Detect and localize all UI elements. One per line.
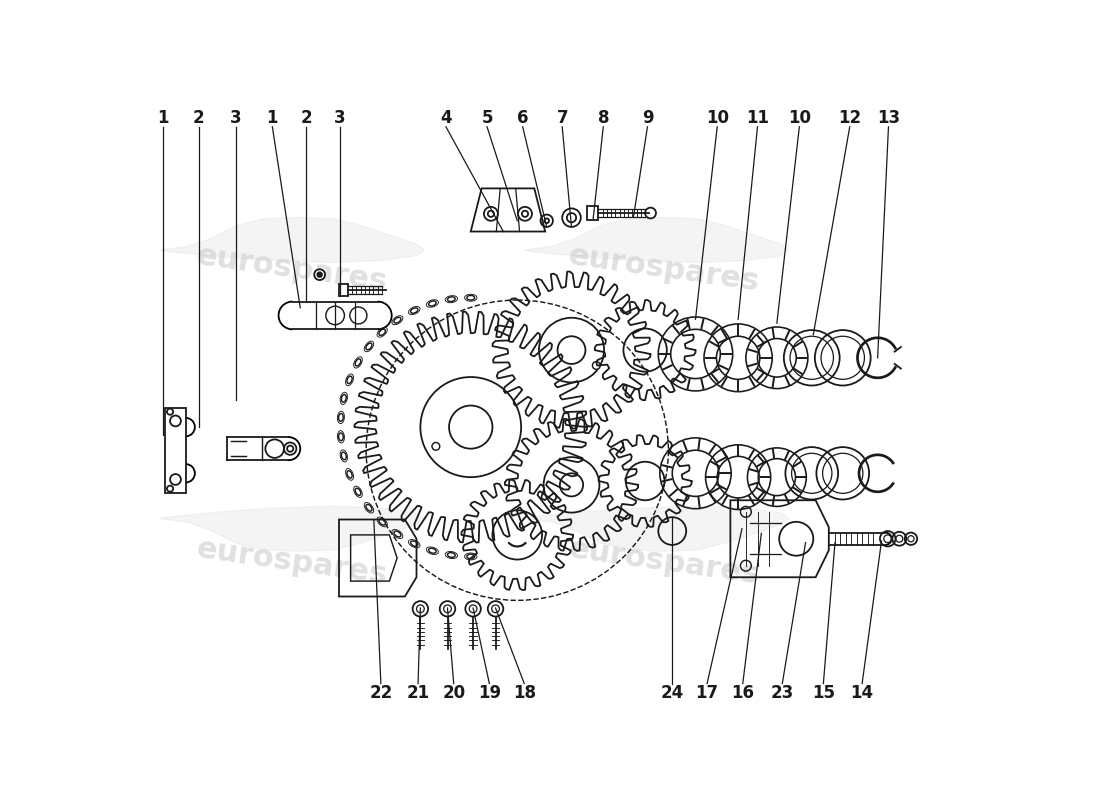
Text: 11: 11 bbox=[746, 109, 769, 126]
Text: 20: 20 bbox=[442, 684, 465, 702]
Text: 18: 18 bbox=[513, 684, 536, 702]
Circle shape bbox=[432, 442, 440, 450]
Text: 22: 22 bbox=[370, 684, 393, 702]
Text: 24: 24 bbox=[661, 684, 684, 702]
Text: eurospares: eurospares bbox=[568, 534, 762, 590]
Text: 15: 15 bbox=[812, 684, 835, 702]
Circle shape bbox=[317, 272, 322, 277]
Text: eurospares: eurospares bbox=[195, 534, 389, 590]
Text: 3: 3 bbox=[230, 109, 242, 126]
Text: 23: 23 bbox=[771, 684, 794, 702]
Text: 5: 5 bbox=[482, 109, 493, 126]
Text: 21: 21 bbox=[407, 684, 430, 702]
Text: 17: 17 bbox=[695, 684, 718, 702]
Polygon shape bbox=[524, 218, 789, 262]
Text: 2: 2 bbox=[300, 109, 312, 126]
Text: 7: 7 bbox=[557, 109, 568, 126]
Circle shape bbox=[167, 486, 173, 492]
Text: eurospares: eurospares bbox=[568, 242, 762, 297]
Circle shape bbox=[521, 210, 528, 217]
Text: 10: 10 bbox=[706, 109, 728, 126]
Text: 8: 8 bbox=[597, 109, 609, 126]
Circle shape bbox=[593, 362, 601, 370]
Text: 2: 2 bbox=[192, 109, 205, 126]
Circle shape bbox=[544, 218, 549, 223]
Text: 12: 12 bbox=[838, 109, 861, 126]
Circle shape bbox=[167, 409, 173, 414]
Text: 6: 6 bbox=[517, 109, 528, 126]
Text: eurospares: eurospares bbox=[195, 242, 389, 297]
Circle shape bbox=[487, 210, 494, 217]
Polygon shape bbox=[160, 218, 425, 262]
Text: 10: 10 bbox=[788, 109, 811, 126]
Text: 14: 14 bbox=[850, 684, 873, 702]
Circle shape bbox=[315, 270, 326, 280]
Text: 9: 9 bbox=[641, 109, 653, 126]
Text: 13: 13 bbox=[877, 109, 900, 126]
Text: 3: 3 bbox=[334, 109, 345, 126]
Text: 4: 4 bbox=[440, 109, 452, 126]
Text: 1: 1 bbox=[266, 109, 278, 126]
Polygon shape bbox=[524, 506, 789, 551]
Text: 1: 1 bbox=[157, 109, 168, 126]
Text: 16: 16 bbox=[732, 684, 755, 702]
Polygon shape bbox=[160, 506, 425, 551]
Text: 19: 19 bbox=[477, 684, 500, 702]
